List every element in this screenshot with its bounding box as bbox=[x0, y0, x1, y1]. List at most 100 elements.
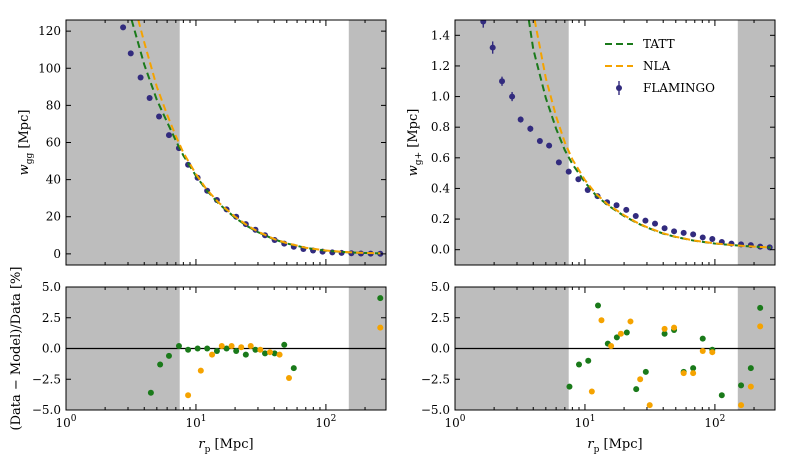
x-tick-base: 10 bbox=[185, 416, 200, 430]
nla-model-line bbox=[137, 20, 381, 255]
x-tick-base: 10 bbox=[315, 416, 330, 430]
x-tick-label: 101 bbox=[185, 414, 206, 430]
nla-point bbox=[637, 376, 644, 383]
x-label-main: r bbox=[198, 437, 205, 452]
tatt-point bbox=[194, 345, 201, 352]
y-tick-label: 1.4 bbox=[431, 28, 450, 42]
nla-point bbox=[218, 343, 225, 350]
y-label-main: w bbox=[406, 165, 421, 176]
flamingo-point bbox=[517, 116, 524, 123]
y-tick-label: 20 bbox=[46, 210, 61, 224]
nla-point bbox=[238, 344, 245, 351]
x-tick-base: 10 bbox=[55, 416, 70, 430]
x-tick-label: 101 bbox=[574, 414, 595, 430]
tatt-point bbox=[147, 389, 154, 396]
y-axis-label: wgg [Mpc] bbox=[17, 110, 35, 176]
tatt-point bbox=[175, 343, 182, 350]
flamingo-point bbox=[632, 213, 639, 219]
x-label-sub: p bbox=[205, 445, 211, 455]
y-tick-label: 0 bbox=[53, 247, 61, 261]
tatt-point bbox=[157, 361, 164, 368]
tatt-point bbox=[633, 386, 640, 393]
x-tick-base: 10 bbox=[704, 416, 719, 430]
nla-point bbox=[661, 325, 668, 332]
x-tick-base: 10 bbox=[444, 416, 459, 430]
x-tick-label: 100 bbox=[55, 414, 76, 430]
x-label-unit: [Mpc] bbox=[599, 437, 642, 452]
y-tick-label: 0.4 bbox=[431, 181, 450, 195]
x-tick-label: 100 bbox=[444, 414, 465, 430]
nla-point bbox=[738, 402, 745, 409]
y-axis-label: wg+ [Mpc] bbox=[406, 109, 424, 177]
nla-point bbox=[690, 370, 697, 377]
legend-tatt-label: TATT bbox=[643, 37, 675, 51]
flamingo-point bbox=[137, 74, 144, 81]
nla-point bbox=[209, 351, 216, 358]
x-tick-exponent: 0 bbox=[460, 414, 466, 424]
flamingo-point bbox=[671, 228, 678, 235]
tatt-point bbox=[623, 329, 630, 336]
y-label-sub: g+ bbox=[414, 152, 424, 165]
nla-point bbox=[247, 343, 254, 350]
y-tick-label: 80 bbox=[46, 98, 61, 112]
x-tick-exponent: 0 bbox=[71, 414, 77, 424]
flamingo-point bbox=[690, 231, 697, 238]
plot-area bbox=[66, 287, 386, 410]
nla-point bbox=[608, 343, 615, 350]
tatt-point bbox=[223, 345, 230, 352]
flamingo-point bbox=[680, 229, 687, 236]
excluded-region-1 bbox=[348, 20, 386, 265]
flamingo-point bbox=[555, 159, 562, 166]
tatt-point bbox=[262, 350, 269, 357]
legend: TATT NLA FLAMINGO bbox=[605, 37, 715, 95]
tatt-point bbox=[690, 365, 697, 372]
y-tick-label: −5.0 bbox=[32, 403, 61, 417]
tatt-point bbox=[290, 365, 297, 372]
flamingo-point bbox=[699, 234, 706, 241]
flamingo-point bbox=[623, 206, 630, 213]
nla-point bbox=[671, 324, 678, 331]
x-tick-base: 10 bbox=[574, 416, 589, 430]
tatt-point bbox=[566, 383, 573, 390]
flamingo-point bbox=[709, 235, 716, 242]
x-tick-exponent: 1 bbox=[201, 414, 207, 424]
flamingo-point bbox=[156, 113, 163, 120]
nla-point bbox=[276, 351, 283, 358]
tatt-point bbox=[757, 304, 764, 311]
flamingo-point bbox=[127, 50, 134, 57]
flamingo-point bbox=[509, 93, 516, 100]
x-axis-label: rp [Mpc] bbox=[587, 437, 642, 455]
tatt-point bbox=[613, 334, 620, 341]
tatt-point bbox=[377, 295, 384, 302]
nla-point bbox=[197, 367, 204, 374]
flamingo-point bbox=[661, 225, 668, 232]
x-axis-label: rp [Mpc] bbox=[198, 437, 253, 455]
plot-area bbox=[455, 287, 775, 410]
flamingo-point bbox=[499, 78, 506, 85]
y-tick-label: 60 bbox=[46, 136, 61, 150]
flamingo-point bbox=[377, 250, 384, 257]
x-label-unit: [Mpc] bbox=[210, 437, 253, 452]
x-tick-label: 102 bbox=[315, 414, 336, 430]
nla-point bbox=[699, 347, 706, 354]
flamingo-point bbox=[165, 132, 172, 139]
legend-nla-label: NLA bbox=[643, 59, 670, 73]
tatt-point bbox=[594, 302, 601, 309]
nla-point bbox=[757, 323, 764, 330]
y-tick-label: 2.5 bbox=[42, 311, 61, 325]
flamingo-point bbox=[489, 44, 496, 51]
nla-point bbox=[257, 346, 264, 353]
axes-frame bbox=[454, 19, 776, 266]
flamingo-point bbox=[480, 20, 487, 25]
y-tick-label: 40 bbox=[46, 173, 61, 187]
legend-flamingo-swatch bbox=[616, 85, 622, 91]
flamingo-point bbox=[546, 142, 553, 149]
nla-point bbox=[588, 388, 595, 395]
tatt-point bbox=[661, 330, 668, 337]
flamingo-point bbox=[527, 125, 534, 132]
x-tick-exponent: 2 bbox=[331, 414, 337, 424]
x-label-sub: p bbox=[594, 445, 600, 455]
y-label-unit: [Mpc] bbox=[17, 110, 32, 153]
